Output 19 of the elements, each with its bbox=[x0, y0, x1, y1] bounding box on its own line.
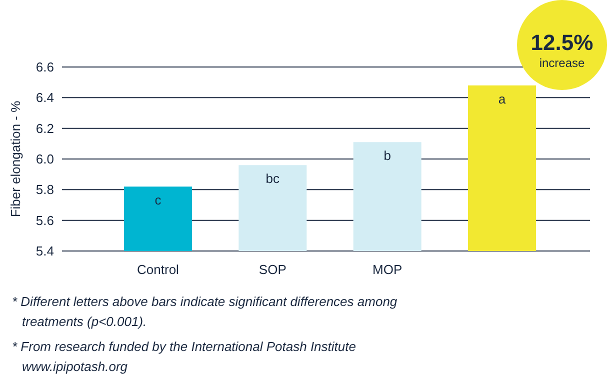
text: * From research funded by the International Potash Institute www.ipipotash.org bbox=[12, 339, 356, 374]
data-label: c bbox=[154, 192, 162, 208]
y-tick-label: 6.6 bbox=[36, 60, 54, 75]
data-label: b bbox=[384, 148, 391, 164]
y-tick-label: 6.0 bbox=[36, 152, 54, 167]
data-label: a bbox=[498, 91, 506, 106]
y-axis-title: Fiber elongation - % bbox=[8, 100, 23, 218]
x-tick-label: SOP bbox=[258, 262, 286, 277]
y-tick-label: 5.8 bbox=[36, 182, 54, 198]
annotation: increase bbox=[539, 56, 586, 70]
text: * Different letters above bars indicate significant differences among treatments (p<0.001). bbox=[12, 294, 398, 329]
text: 12.5% bbox=[530, 30, 594, 55]
y-tick-label: 6.2 bbox=[36, 120, 54, 136]
data-label: bc bbox=[266, 171, 280, 186]
y-tick-label: 5.6 bbox=[36, 212, 54, 228]
y-tick-label: 6.4 bbox=[36, 90, 54, 106]
x-tick-label: MOP bbox=[372, 262, 402, 277]
y-tick-label: 5.4 bbox=[36, 244, 54, 259]
x-tick-label: Control bbox=[137, 262, 180, 277]
